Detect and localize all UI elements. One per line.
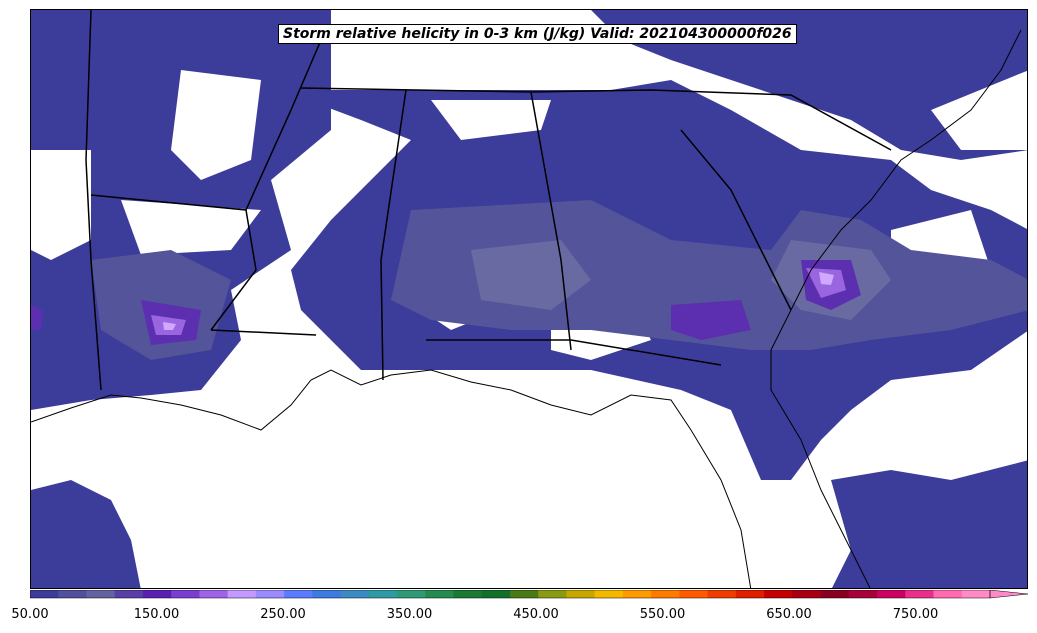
atlantic-coast bbox=[770, 29, 1022, 588]
map-title: Storm relative helicity in 0-3 km (J/kg)… bbox=[278, 24, 797, 44]
colorbar-swatch bbox=[538, 590, 567, 598]
colorbar-swatch bbox=[679, 590, 709, 598]
colorbar-swatch bbox=[227, 590, 257, 598]
colorbar-swatch bbox=[510, 590, 539, 598]
colorbar-swatch bbox=[933, 590, 963, 598]
colorbar-border bbox=[30, 590, 991, 599]
colorbar-swatch bbox=[594, 590, 624, 598]
state-line-ms-al bbox=[380, 89, 407, 381]
colorbar-swatch bbox=[820, 590, 850, 598]
map-panel: Storm relative helicity in 0-3 km (J/kg)… bbox=[30, 9, 1028, 589]
colorbar-swatch bbox=[284, 590, 313, 598]
helicity-field-southwest bbox=[31, 480, 141, 588]
colorbar-tick-label: 150.00 bbox=[133, 607, 180, 622]
colorbar-swatch bbox=[368, 590, 398, 598]
colorbar-swatch bbox=[566, 590, 596, 598]
colorbar-swatch bbox=[340, 590, 370, 598]
colorbar-swatch bbox=[481, 590, 511, 598]
state-line-north bbox=[300, 87, 892, 151]
colorbar-extend-arrow bbox=[989, 590, 1029, 599]
colorbar-tick-label: 350.00 bbox=[386, 607, 433, 622]
colorbar-tick-label: 450.00 bbox=[513, 607, 559, 622]
field-gap bbox=[931, 70, 1027, 150]
colorbar-swatch bbox=[397, 590, 426, 598]
colorbar-tick-label: 750.00 bbox=[892, 607, 939, 622]
colorbar-tick-label: 250.00 bbox=[260, 607, 306, 622]
colorbar-swatch bbox=[114, 590, 144, 598]
colorbar-swatch bbox=[961, 590, 991, 598]
helicity-field-northeast bbox=[591, 10, 1027, 160]
colorbar-swatch bbox=[86, 590, 116, 598]
colorbar-swatch bbox=[425, 590, 455, 598]
state-line-al-ga bbox=[530, 91, 572, 351]
map-canvas bbox=[31, 10, 1027, 588]
colorbar-swatch bbox=[707, 590, 737, 598]
colorbar-swatch bbox=[453, 590, 483, 598]
state-line-south bbox=[210, 329, 722, 366]
colorbar-swatch bbox=[848, 590, 878, 598]
colorbar-swatch bbox=[142, 590, 172, 598]
colorbar-swatch bbox=[764, 590, 793, 598]
mississippi-river bbox=[245, 39, 322, 211]
colorbar-swatch bbox=[312, 590, 342, 598]
field-gap bbox=[431, 100, 551, 140]
state-line-ar-la bbox=[90, 194, 257, 331]
field-gap bbox=[171, 70, 261, 180]
field-gap bbox=[121, 200, 261, 255]
colorbar-swatch bbox=[30, 590, 59, 598]
boundaries bbox=[31, 10, 1022, 588]
colorbar-tick-label: 650.00 bbox=[766, 607, 812, 622]
colorbar-swatch bbox=[651, 590, 680, 598]
state-line-ga-sc bbox=[680, 129, 792, 311]
colorbar-swatch bbox=[735, 590, 765, 598]
colorbar-swatch bbox=[877, 590, 906, 598]
coastline bbox=[31, 369, 752, 588]
colorbar-swatch bbox=[199, 590, 229, 598]
colorbar-swatch bbox=[58, 590, 87, 598]
helicity-field-southeast bbox=[831, 460, 1027, 588]
colorbar-tick-label: 50.00 bbox=[11, 607, 49, 622]
state-line-tx bbox=[85, 10, 102, 391]
colorbar-swatch bbox=[255, 590, 285, 598]
colorbar-swatch bbox=[905, 590, 935, 598]
colorbar-swatch bbox=[171, 590, 200, 598]
field-gap bbox=[31, 150, 91, 260]
colorbar bbox=[30, 590, 1029, 599]
colorbar-tick-label: 550.00 bbox=[639, 607, 686, 622]
colorbar-swatch bbox=[622, 590, 652, 598]
colorbar-swatch bbox=[792, 590, 822, 598]
